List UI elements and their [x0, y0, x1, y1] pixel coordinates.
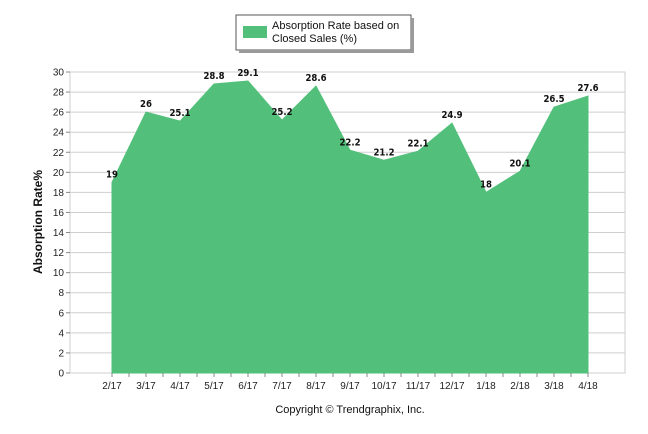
x-tick-label: 7/17	[272, 381, 292, 392]
x-tick-label: 2/18	[510, 381, 530, 392]
y-tick-label: 16	[53, 208, 65, 219]
copyright-footer: Copyright © Trendgraphix, Inc.	[275, 404, 424, 416]
y-tick-label: 0	[58, 369, 64, 380]
data-label: 25.2	[271, 107, 292, 118]
data-label: 28.6	[305, 73, 326, 84]
y-tick-label: 26	[53, 108, 65, 119]
legend-box-shadow-bottom	[239, 50, 414, 53]
x-tick-label: 4/18	[578, 381, 598, 392]
data-label: 21.2	[373, 147, 394, 158]
data-label: 26	[140, 99, 152, 110]
x-tick-label: 4/17	[170, 381, 190, 392]
legend-text-line-2: Closed Sales (%)	[272, 33, 357, 45]
x-tick-label: 9/17	[340, 381, 360, 392]
y-tick-label: 10	[53, 268, 65, 279]
y-tick-label: 2	[58, 348, 64, 359]
y-tick-label: 12	[53, 248, 65, 259]
data-label: 29.1	[237, 68, 258, 79]
x-tick-label: 11/17	[406, 381, 431, 392]
data-label: 25.1	[169, 108, 190, 119]
y-tick-label: 24	[53, 128, 65, 139]
x-tick-label: 3/17	[136, 381, 156, 392]
y-tick-label: 28	[53, 88, 65, 99]
area-fill	[111, 80, 589, 374]
data-labels: 19 26 25.1 28.8 29.1 25.2 28.6 22.2 21.2 22.1 24.9…	[106, 68, 599, 190]
y-tick-label: 22	[53, 148, 65, 159]
y-tick-label: 18	[53, 188, 65, 199]
legend-text-line-1: Absorption Rate based on	[272, 20, 399, 32]
y-tick-label: 6	[58, 308, 64, 319]
legend: Absorption Rate based on Closed Sales (%…	[235, 14, 414, 53]
x-tick-label: 6/17	[238, 381, 258, 392]
data-label: 26.5	[543, 94, 564, 105]
data-label: 24.9	[441, 110, 462, 121]
y-tick-label: 4	[58, 328, 64, 339]
y-axis-title: Absorption Rate%	[31, 170, 45, 274]
x-tick-label: 3/18	[544, 381, 564, 392]
data-label: 20.1	[509, 158, 530, 169]
data-label: 19	[106, 169, 118, 180]
legend-box-shadow	[411, 18, 414, 53]
data-label: 27.6	[577, 83, 598, 94]
x-tick-label: 8/17	[306, 381, 326, 392]
x-tick-label: 10/17	[371, 381, 396, 392]
data-label: 28.8	[203, 71, 224, 82]
data-label: 22.2	[339, 137, 360, 148]
x-tick-label: 5/17	[204, 381, 224, 392]
x-tick-label: 2/17	[102, 381, 122, 392]
x-tick-label: 1/18	[476, 381, 496, 392]
x-tick-label: 12/17	[439, 381, 464, 392]
y-tick-label: 30	[53, 68, 65, 79]
y-tick-label: 14	[53, 228, 65, 239]
legend-swatch	[243, 26, 267, 38]
y-tick-label: 8	[58, 288, 64, 299]
data-label: 18	[480, 179, 492, 190]
y-tick-label: 20	[53, 168, 65, 179]
data-label: 22.1	[407, 138, 428, 149]
area-series	[111, 80, 589, 374]
x-axis-ticks: 2/17 3/17 4/17 5/17 6/17 7/17 8/17 9/17 10/17 11/…	[102, 373, 598, 392]
